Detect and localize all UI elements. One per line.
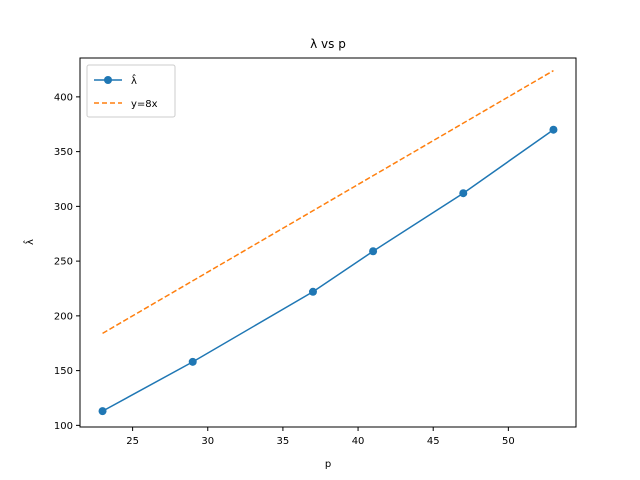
y-tick-label: 150 <box>54 366 73 377</box>
x-tick-label: 50 <box>502 436 515 447</box>
data-point <box>98 407 107 416</box>
chart-title: λ vs p <box>310 37 346 51</box>
y-axis-label: λ̂ <box>22 239 36 245</box>
data-point <box>549 125 558 134</box>
x-tick-label: 30 <box>201 436 214 447</box>
x-tick-label: 45 <box>427 436 440 447</box>
y-tick-label: 200 <box>54 311 73 322</box>
axes-frame <box>79 57 577 428</box>
y-tick-label: 350 <box>54 147 73 158</box>
data-point <box>188 357 197 366</box>
x-axis-ticks: 25 30 35 40 45 50 <box>126 427 515 447</box>
data-point <box>459 189 468 198</box>
plot-area <box>79 57 577 428</box>
series-line-1 <box>102 129 554 412</box>
series-layer <box>98 69 558 416</box>
y-tick-label: 100 <box>54 421 73 432</box>
legend: λ̂ y=8x <box>86 64 176 118</box>
x-tick-label: 25 <box>126 436 139 447</box>
y-tick-label: 400 <box>54 92 73 103</box>
legend-label-series-2: y=8x <box>131 99 158 110</box>
x-tick-label: 40 <box>352 436 365 447</box>
legend-label-series-1: λ̂ <box>131 73 137 87</box>
y-tick-label: 300 <box>54 202 73 213</box>
x-tick-label: 35 <box>277 436 290 447</box>
x-axis-label: p <box>325 459 331 470</box>
y-axis-ticks: 100 150 200 250 300 350 400 <box>54 92 80 432</box>
series-line-2 <box>102 69 554 335</box>
legend-marker-series-1 <box>104 76 112 84</box>
data-point <box>369 247 378 256</box>
y-tick-label: 250 <box>54 257 73 268</box>
data-point <box>308 287 317 296</box>
